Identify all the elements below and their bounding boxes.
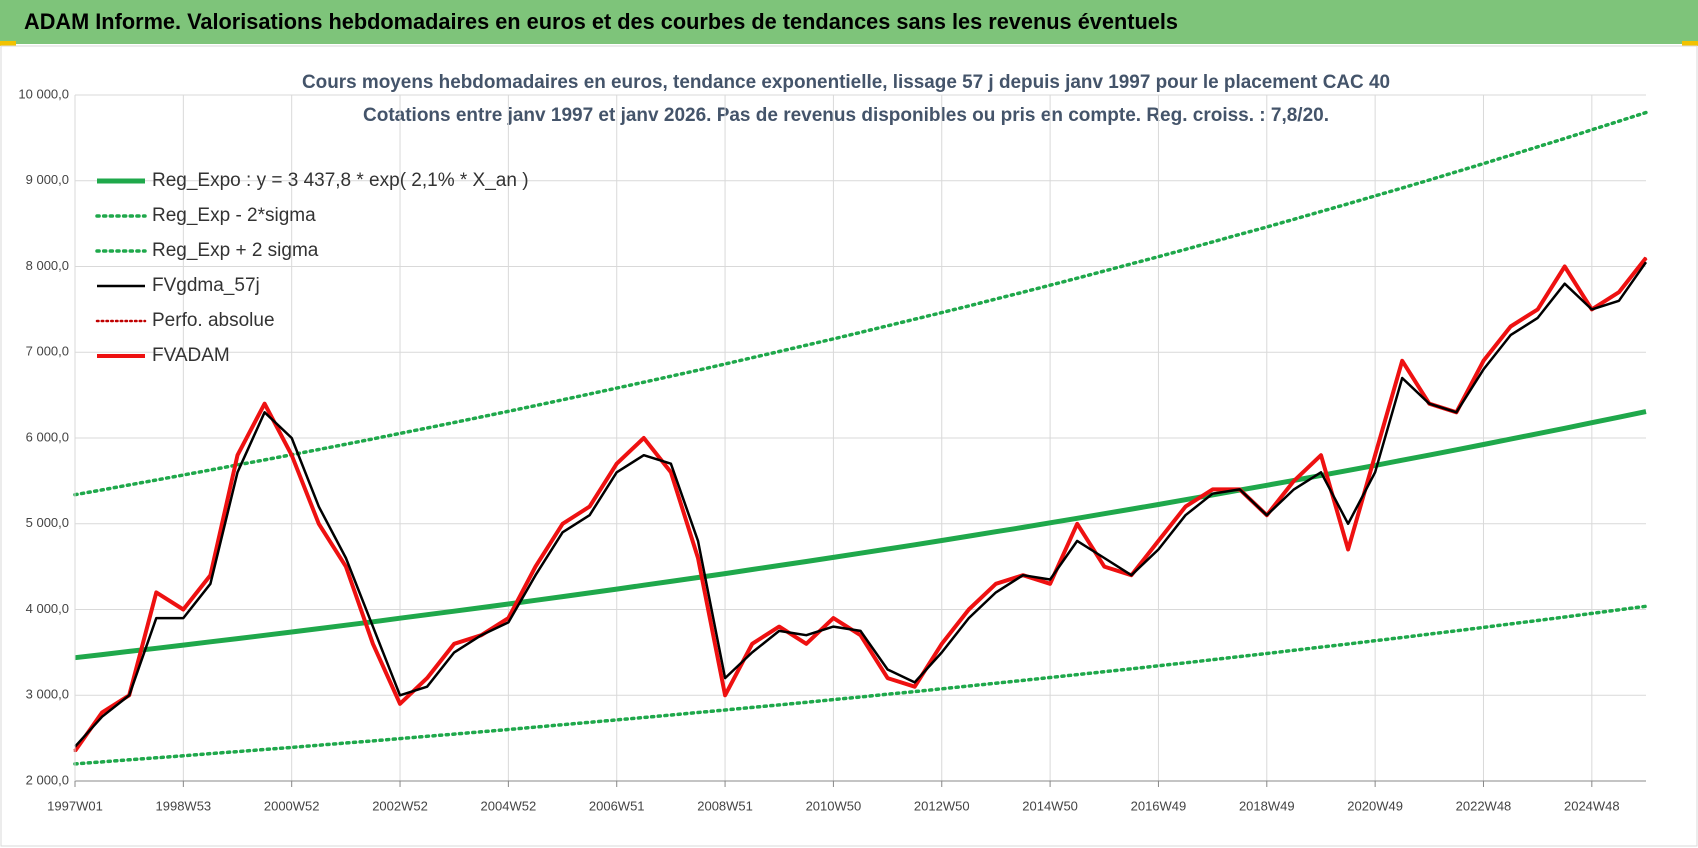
series-line <box>74 409 1647 661</box>
plot-lines <box>73 110 1648 766</box>
x-tick-label: 2024W48 <box>1564 798 1620 813</box>
corner-mark <box>1682 41 1698 46</box>
legend-label: FVgdma_57j <box>152 275 260 296</box>
y-tick-label: 4 000,0 <box>26 601 69 616</box>
x-tick-label: 2016W49 <box>1131 798 1187 813</box>
x-tick-label: 2020W49 <box>1347 798 1403 813</box>
legend-label: Reg_Exp + 2 sigma <box>152 240 319 261</box>
x-tick-label: 1998W53 <box>156 798 212 813</box>
x-tick-label: 2014W50 <box>1022 798 1078 813</box>
x-tick-label: 1997W01 <box>47 798 103 813</box>
chart-title: Cours moyens hebdomadaires en euros, ten… <box>302 72 1390 93</box>
y-tick-label: 8 000,0 <box>26 258 69 273</box>
series-line <box>74 261 1648 748</box>
x-tick-label: 2000W52 <box>264 798 320 813</box>
x-tick-label: 2004W52 <box>481 798 537 813</box>
legend-label: Reg_Expo : y = 3 437,8 * exp( 2,1% * X_a… <box>152 170 529 191</box>
y-tick-label: 2 000,0 <box>26 772 69 787</box>
axes: 2 000,0 3 000,0 4 000,0 5 000,0 6 000,0 7 000… <box>18 86 1646 813</box>
y-tick-label: 6 000,0 <box>26 429 69 444</box>
legend-label: Perfo. absolue <box>152 310 275 331</box>
header-title: ADAM Informe. Valorisations hebdomadaire… <box>24 9 1178 34</box>
x-tick-label: 2018W49 <box>1239 798 1295 813</box>
y-tick-label: 3 000,0 <box>26 687 69 702</box>
legend-label: FVADAM <box>152 345 230 366</box>
y-tick-label: 9 000,0 <box>26 172 69 187</box>
legend-label: Reg_Exp - 2*sigma <box>152 205 316 226</box>
x-tick-label: 2006W51 <box>589 798 645 813</box>
x-tick-label: 2010W50 <box>806 798 862 813</box>
series-line <box>73 256 1648 753</box>
y-tick-label: 10 000,0 <box>18 86 69 101</box>
y-tick-label: 7 000,0 <box>26 344 69 359</box>
corner-mark <box>0 41 16 46</box>
x-tick-label: 2012W50 <box>914 798 970 813</box>
y-tick-label: 5 000,0 <box>26 515 69 530</box>
x-tick-label: 2002W52 <box>372 798 428 813</box>
chart-frame <box>0 45 1698 847</box>
header-bar <box>0 0 1698 44</box>
series-line <box>73 604 1648 766</box>
x-tick-label: 2008W51 <box>697 798 753 813</box>
legend: Reg_Expo : y = 3 437,8 * exp( 2,1% * X_a… <box>95 170 529 366</box>
series-line <box>73 110 1648 497</box>
x-tick-label: 2022W48 <box>1456 798 1512 813</box>
chart-subtitle: Cotations entre janv 1997 et janv 2026. … <box>363 105 1329 126</box>
